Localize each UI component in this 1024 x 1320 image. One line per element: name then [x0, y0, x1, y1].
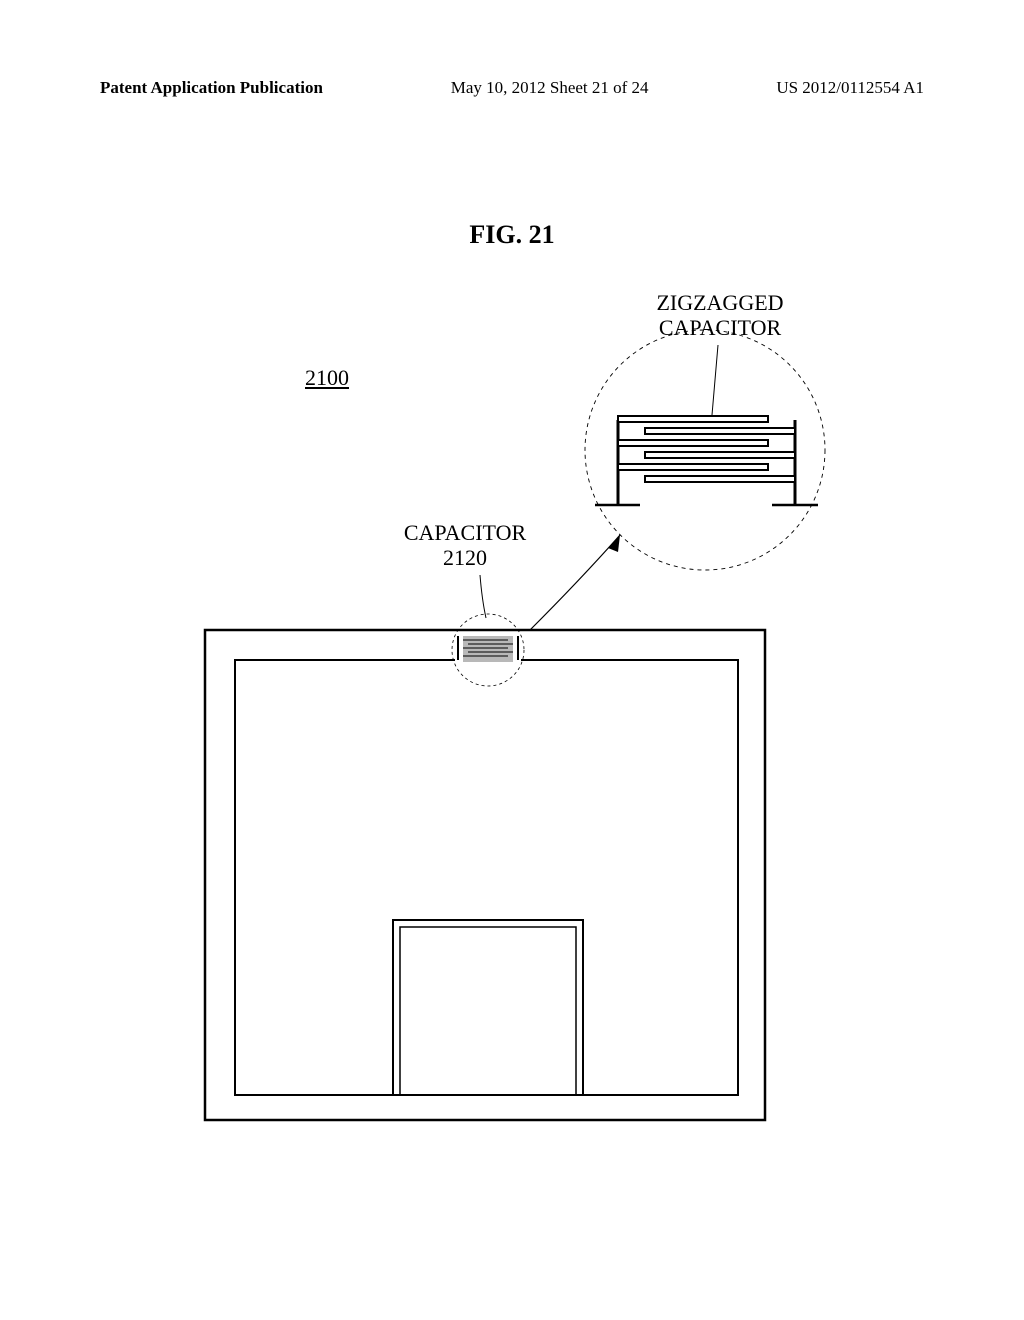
small-capacitor [458, 636, 518, 662]
zigzag-capacitor-detail [595, 416, 818, 505]
zoom-arrow-line [530, 535, 620, 630]
outer-rect [205, 630, 765, 1120]
capacitor-leader [480, 575, 486, 618]
zoom-arrow-head [608, 535, 620, 552]
zigzag-leader [712, 345, 718, 415]
large-detail-circle [585, 330, 825, 570]
figure-diagram [0, 0, 1024, 1320]
inner-lower-rect-outer [393, 920, 583, 1095]
inner-upper-rect [235, 660, 738, 1095]
inner-lower-rect-inner [400, 927, 576, 1095]
